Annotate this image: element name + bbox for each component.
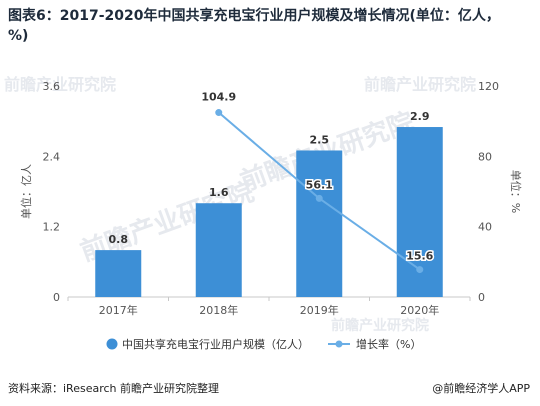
bar	[296, 150, 343, 297]
line-value-label: 56.1	[306, 178, 333, 191]
line-point	[315, 194, 323, 202]
bar-value-label: 2.5	[310, 133, 330, 146]
source-note: 资料来源：iResearch 前瞻产业研究院整理	[8, 382, 220, 395]
y2-axis-title: 单位：%	[509, 170, 523, 213]
bar	[95, 250, 142, 297]
y2-tick-label: 0	[478, 291, 485, 304]
line-value-label: 15.6	[406, 250, 433, 263]
y-axis-title: 单位：亿人	[19, 164, 33, 219]
watermark-text: 前瞻产业研究院	[364, 75, 476, 94]
chart-title: 图表6：2017-2020年中国共享充电宝行业用户规模及增长情况(单位：亿人，%…	[8, 8, 500, 44]
legend-bar-swatch	[106, 338, 118, 350]
line-series	[215, 109, 424, 274]
x-tick-label: 2019年	[300, 303, 339, 317]
data-labels: 0.8 1.6 2.5 2.9 104.9 56.1 15.6	[109, 91, 436, 265]
legend-bar-label: 中国共享充电宝行业用户规模（亿人）	[122, 337, 309, 351]
bar-value-label: 1.6	[209, 186, 229, 199]
x-tick-label: 2017年	[99, 303, 138, 317]
legend-line-label: 增长率（%）	[356, 337, 421, 351]
y-tick-label: 3.6	[43, 80, 61, 93]
line-value-label: 104.9	[201, 91, 236, 104]
line-point	[416, 266, 424, 274]
watermark-text: 前瞻产业研究院	[4, 75, 116, 94]
legend-line-marker	[335, 340, 343, 348]
legend: 中国共享充电宝行业用户规模（亿人） 增长率（%）	[106, 337, 421, 351]
y2-tick-label: 120	[478, 80, 499, 93]
y-tick-label: 1.2	[43, 221, 61, 234]
watermark-text: 前瞻产业研究院	[331, 317, 429, 334]
y2-tick-label: 40	[478, 221, 492, 234]
bar-value-label: 2.9	[410, 110, 430, 123]
bar	[195, 203, 242, 297]
axis-layer: 0 1.2 2.4 3.6 0 40 80 120 2017年 2018年 2019年 2020年 单位…	[19, 80, 523, 317]
y-tick-label: 2.4	[43, 150, 61, 163]
bar-series	[95, 127, 443, 298]
y2-tick-label: 80	[478, 150, 492, 163]
bar-value-label: 0.8	[109, 233, 129, 246]
line-point	[215, 109, 223, 117]
y-tick-label: 0	[53, 291, 60, 304]
x-tick-label: 2020年	[400, 303, 439, 317]
x-tick-label: 2018年	[199, 303, 238, 317]
credit-note: @前瞻经济学人APP	[432, 382, 530, 395]
